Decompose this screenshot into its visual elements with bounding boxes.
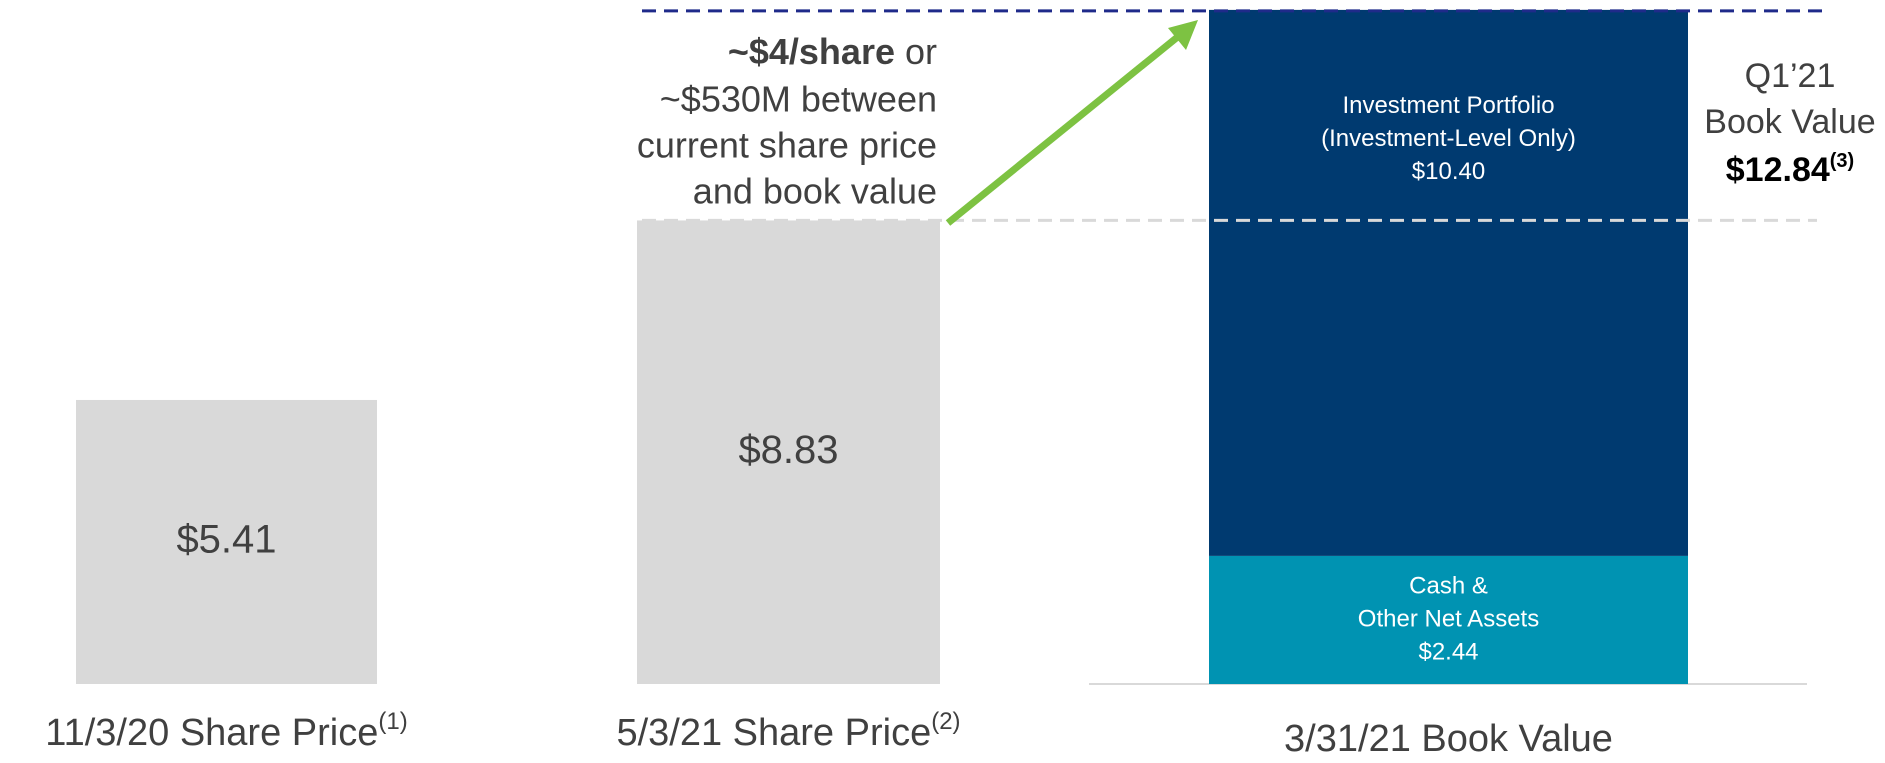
annotation: ~$530M between — [660, 79, 937, 120]
category-name: 3/31/21 Book Value — [1284, 718, 1613, 760]
value-label: $10.40 — [1412, 158, 1485, 185]
bar — [1209, 9, 1688, 556]
annotation-bold: ~$4/share — [728, 31, 895, 72]
category-name: 5/3/21 Share Price — [616, 712, 931, 754]
annotation: and book value — [693, 171, 937, 212]
segment-label: Other Net Assets — [1358, 605, 1539, 632]
annotation-text: or — [895, 31, 937, 72]
segment-label: (Investment-Level Only) — [1321, 125, 1576, 152]
annotation: ~$4/share or — [728, 31, 937, 72]
x-category-label: 11/3/20 Share Price(1) — [45, 708, 407, 754]
value-label: $5.41 — [176, 518, 276, 562]
total-value-text: $12.84 — [1726, 151, 1830, 189]
annotation: current share price — [637, 125, 937, 166]
bar — [637, 220, 940, 685]
value-label: $2.44 — [1418, 638, 1478, 665]
category-name: 11/3/20 Share Price — [45, 712, 378, 754]
bar — [76, 399, 377, 684]
footnote-ref: (2) — [931, 708, 960, 735]
gap-arrow — [945, 32, 1183, 226]
total-value: $12.84(3) — [1726, 150, 1854, 189]
footnote-ref: (1) — [378, 708, 407, 735]
total-label: Q1’21 — [1745, 57, 1836, 95]
segment-label: Investment Portfolio — [1342, 92, 1554, 119]
footnote-ref: (3) — [1830, 150, 1854, 172]
value-label: $8.83 — [738, 428, 838, 472]
bar — [1209, 555, 1688, 684]
x-category-label: 5/3/21 Share Price(2) — [616, 708, 960, 754]
total-label: Book Value — [1704, 103, 1875, 141]
gap-arrow-head — [1168, 20, 1198, 50]
x-category-label: 3/31/21 Book Value — [1284, 718, 1613, 760]
segment-label: Cash & — [1409, 572, 1488, 599]
